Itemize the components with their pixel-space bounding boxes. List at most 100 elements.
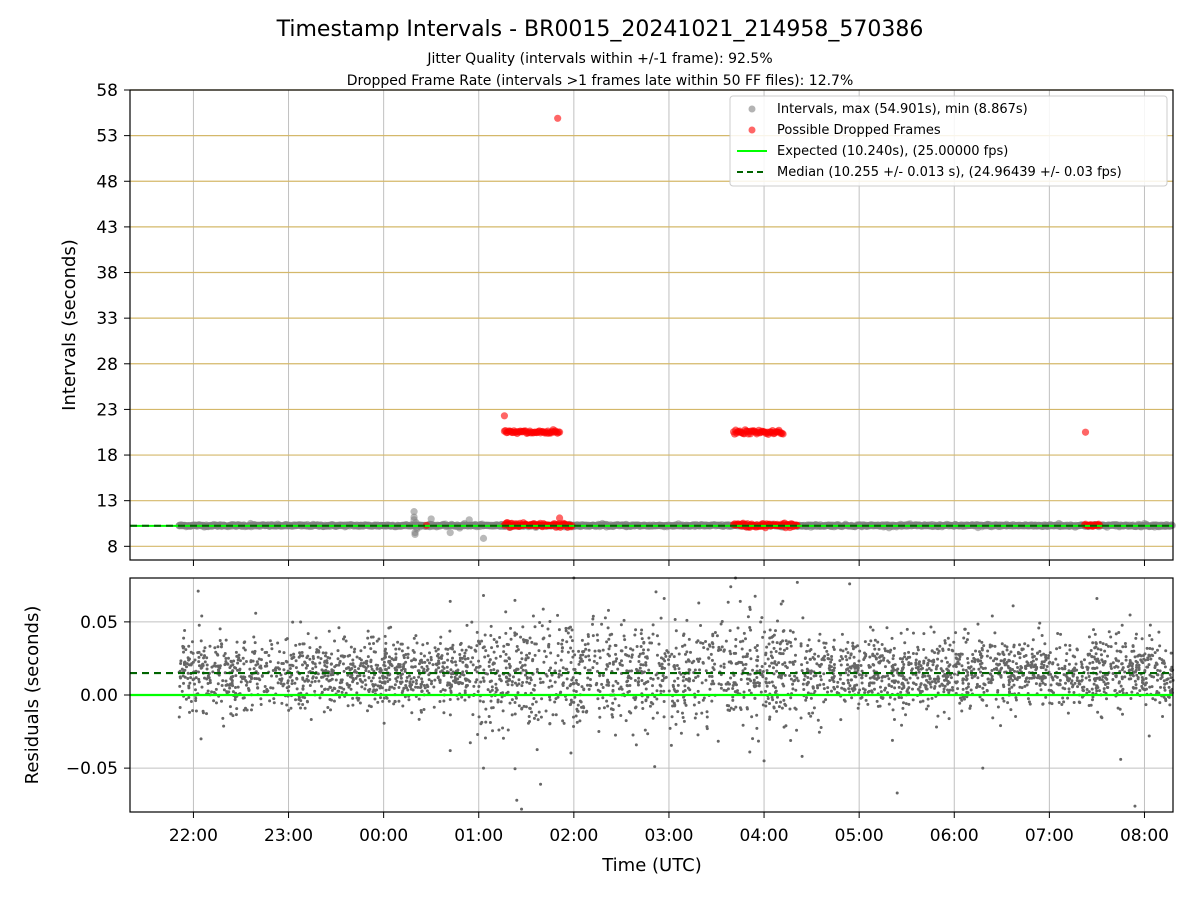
residual-point — [788, 660, 792, 664]
residual-point — [224, 657, 228, 661]
residual-point — [290, 679, 294, 683]
residual-point — [1098, 678, 1102, 682]
interval-point — [983, 520, 992, 529]
residual-point — [595, 661, 599, 665]
residual-point — [203, 654, 207, 658]
residual-point — [510, 683, 514, 687]
residual-point — [624, 645, 628, 649]
residual-point — [539, 715, 543, 719]
residual-point — [228, 705, 232, 709]
residual-point — [438, 699, 442, 703]
residual-point — [1067, 690, 1071, 694]
residual-point — [350, 666, 354, 670]
residual-point — [745, 707, 749, 711]
residual-point — [1056, 663, 1060, 667]
residual-point — [701, 698, 705, 702]
residual-point — [277, 667, 281, 671]
residual-point — [249, 708, 253, 712]
residual-point — [1123, 670, 1127, 674]
residual-point — [902, 662, 906, 666]
residual-point — [1147, 663, 1151, 667]
residual-point — [942, 678, 946, 682]
residual-point — [644, 663, 648, 667]
residual-point — [863, 691, 867, 695]
residual-point — [856, 666, 860, 670]
residual-point — [251, 659, 255, 663]
residual-point — [1160, 675, 1164, 679]
residual-point — [1053, 674, 1057, 678]
residual-point — [597, 706, 601, 710]
residual-point — [388, 685, 392, 689]
residual-point — [404, 660, 408, 664]
residual-point — [574, 690, 578, 694]
residual-point — [586, 634, 590, 638]
residual-point — [611, 684, 615, 688]
residual-point — [719, 664, 723, 668]
residual-point — [689, 650, 693, 654]
residual-point — [338, 695, 342, 699]
residual-point — [994, 666, 998, 670]
residual-point — [719, 683, 723, 687]
residual-point — [234, 713, 238, 717]
residual-point — [1070, 679, 1074, 683]
residual-point — [761, 670, 765, 674]
residual-point — [772, 672, 776, 676]
residual-point — [275, 674, 279, 678]
residual-point — [767, 681, 771, 685]
residual-point — [551, 713, 555, 717]
residual-point — [947, 648, 951, 652]
residual-point — [284, 638, 288, 642]
residual-point — [328, 685, 332, 689]
residual-point — [1100, 658, 1104, 662]
residual-point — [973, 673, 977, 677]
residual-point — [741, 669, 745, 673]
residual-point — [447, 681, 451, 685]
residual-point — [598, 690, 602, 694]
residual-point — [257, 657, 261, 661]
residual-point — [1155, 690, 1159, 694]
residual-point — [1096, 710, 1100, 714]
residual-point — [387, 699, 391, 703]
residual-point — [436, 675, 440, 679]
residual-point — [791, 630, 795, 634]
residual-point — [763, 662, 767, 666]
residual-point — [979, 652, 983, 656]
residual-point — [707, 643, 711, 647]
residual-point — [1159, 685, 1163, 689]
residual-point — [923, 674, 927, 678]
residual-point — [456, 697, 460, 701]
residual-point — [1011, 604, 1015, 608]
residual-point — [259, 664, 263, 668]
residual-point — [1000, 666, 1004, 670]
residual-point — [506, 728, 510, 732]
residual-point — [556, 641, 560, 645]
residual-point — [1002, 685, 1006, 689]
residual-point — [198, 664, 202, 668]
residual-point — [660, 679, 664, 683]
residual-point — [394, 677, 398, 681]
residual-point — [1049, 683, 1053, 687]
residual-point — [565, 677, 569, 681]
residual-point — [789, 640, 793, 644]
residual-point — [211, 670, 215, 674]
residual-point — [463, 691, 467, 695]
residual-point — [478, 699, 482, 703]
residual-point — [891, 674, 895, 678]
residual-point — [349, 687, 353, 691]
residual-point — [341, 662, 345, 666]
residual-point — [580, 659, 584, 663]
residual-point — [781, 682, 785, 686]
residual-point — [363, 645, 367, 649]
residual-point — [705, 725, 709, 729]
residual-point — [1067, 677, 1071, 681]
residual-point — [1111, 671, 1115, 675]
residual-point — [853, 674, 857, 678]
residual-point — [959, 652, 963, 656]
residual-point — [1144, 681, 1148, 685]
residual-point — [422, 683, 426, 687]
residual-point — [641, 663, 645, 667]
residual-point — [606, 608, 610, 612]
residual-point — [1158, 669, 1162, 673]
dropped-frame-point — [555, 428, 564, 436]
residual-point — [701, 661, 705, 665]
